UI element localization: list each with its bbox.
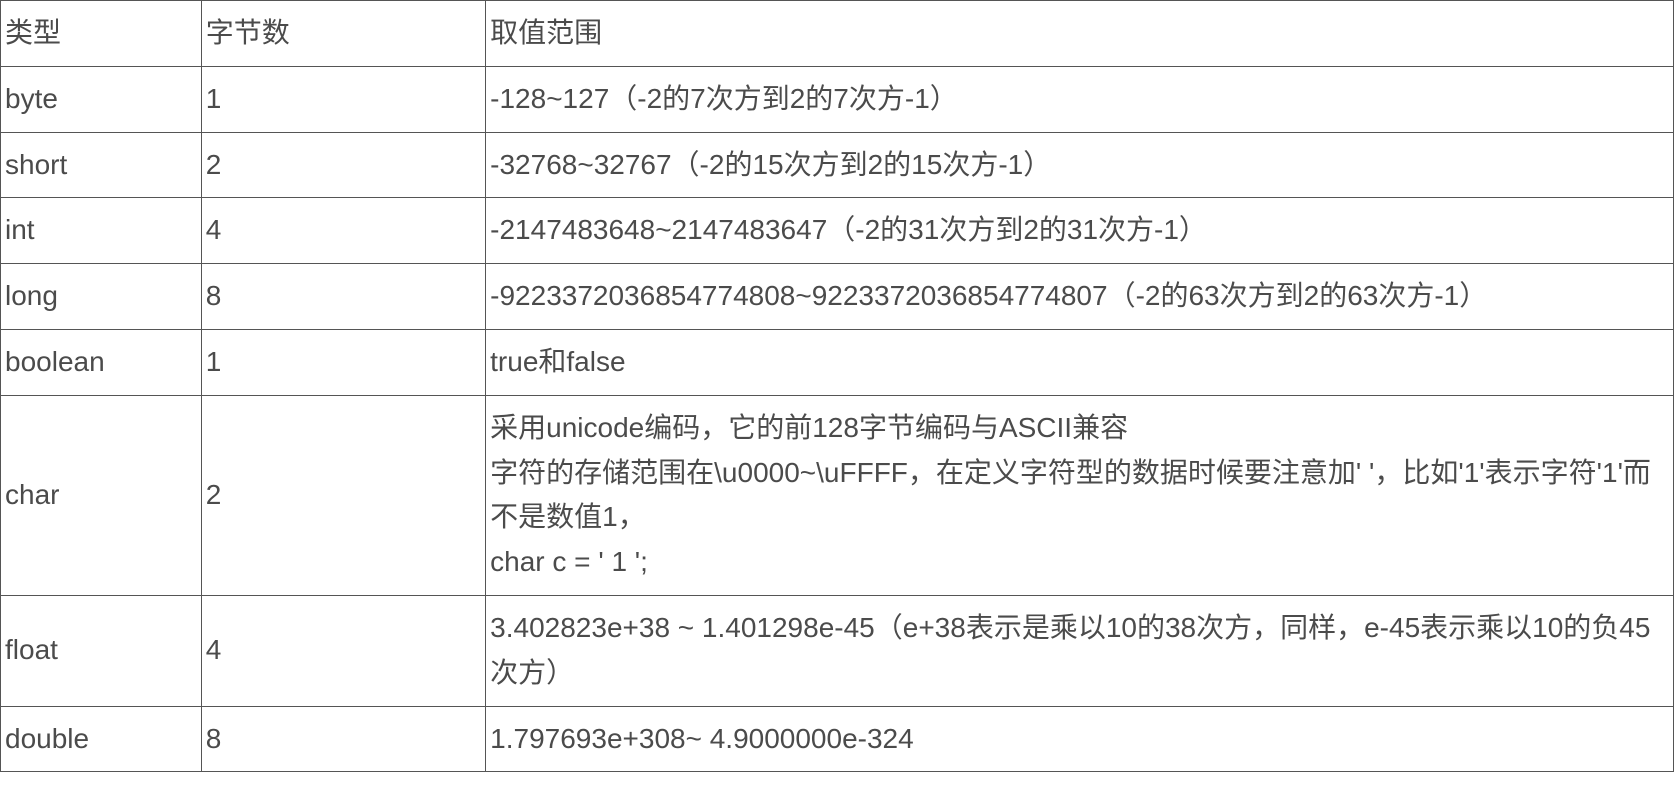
cell-bytes: 2	[201, 395, 485, 595]
cell-type: boolean	[1, 329, 202, 395]
table-row: long 8 -9223372036854774808~922337203685…	[1, 264, 1674, 330]
cell-range: 采用unicode编码，它的前128字节编码与ASCII兼容 字符的存储范围在\…	[486, 395, 1674, 595]
cell-type: short	[1, 132, 202, 198]
cell-bytes: 4	[201, 198, 485, 264]
cell-type: long	[1, 264, 202, 330]
cell-bytes: 8	[201, 706, 485, 772]
cell-bytes: 4	[201, 595, 485, 706]
cell-type: int	[1, 198, 202, 264]
table-row: float 4 3.402823e+38 ~ 1.401298e-45（e+38…	[1, 595, 1674, 706]
cell-type: char	[1, 395, 202, 595]
table-row: double 8 1.797693e+308~ 4.9000000e-324	[1, 706, 1674, 772]
cell-range: 3.402823e+38 ~ 1.401298e-45（e+38表示是乘以10的…	[486, 595, 1674, 706]
header-type: 类型	[1, 1, 202, 67]
cell-type: float	[1, 595, 202, 706]
cell-range-line: char c = ' 1 ';	[490, 540, 1669, 585]
table-row: byte 1 -128~127（-2的7次方到2的7次方-1）	[1, 66, 1674, 132]
table-header-row: 类型 字节数 取值范围	[1, 1, 1674, 67]
cell-type: double	[1, 706, 202, 772]
header-bytes: 字节数	[201, 1, 485, 67]
table-row: boolean 1 true和false	[1, 329, 1674, 395]
table-row: char 2 采用unicode编码，它的前128字节编码与ASCII兼容 字符…	[1, 395, 1674, 595]
table-row: int 4 -2147483648~2147483647（-2的31次方到2的3…	[1, 198, 1674, 264]
cell-bytes: 1	[201, 329, 485, 395]
cell-bytes: 1	[201, 66, 485, 132]
cell-bytes: 8	[201, 264, 485, 330]
cell-range: -9223372036854774808~9223372036854774807…	[486, 264, 1674, 330]
cell-range-line: 字符的存储范围在\u0000~\uFFFF，在定义字符型的数据时候要注意加' '…	[490, 451, 1669, 541]
cell-range: -128~127（-2的7次方到2的7次方-1）	[486, 66, 1674, 132]
cell-range: -2147483648~2147483647（-2的31次方到2的31次方-1）	[486, 198, 1674, 264]
table-row: short 2 -32768~32767（-2的15次方到2的15次方-1）	[1, 132, 1674, 198]
cell-bytes: 2	[201, 132, 485, 198]
cell-range: -32768~32767（-2的15次方到2的15次方-1）	[486, 132, 1674, 198]
cell-range: 1.797693e+308~ 4.9000000e-324	[486, 706, 1674, 772]
table-body: 类型 字节数 取值范围 byte 1 -128~127（-2的7次方到2的7次方…	[1, 1, 1674, 772]
cell-range-line: 采用unicode编码，它的前128字节编码与ASCII兼容	[490, 406, 1669, 451]
data-types-table: 类型 字节数 取值范围 byte 1 -128~127（-2的7次方到2的7次方…	[0, 0, 1674, 772]
cell-type: byte	[1, 66, 202, 132]
cell-range: true和false	[486, 329, 1674, 395]
header-range: 取值范围	[486, 1, 1674, 67]
